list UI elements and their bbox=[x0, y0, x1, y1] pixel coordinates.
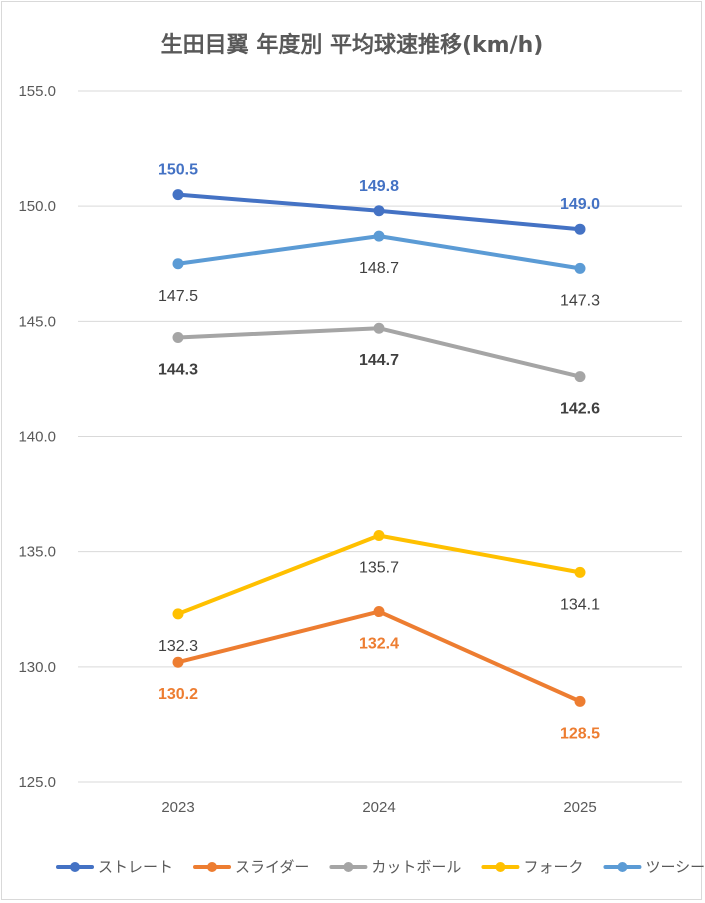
y-tick-label: 150.0 bbox=[18, 198, 56, 215]
data-label: 147.3 bbox=[560, 292, 600, 309]
legend-label: ストレート bbox=[98, 858, 173, 876]
data-label: 132.4 bbox=[359, 636, 399, 653]
x-tick-label: 2025 bbox=[563, 799, 596, 816]
y-tick-label: 135.0 bbox=[18, 544, 56, 561]
y-tick-label: 140.0 bbox=[18, 429, 56, 446]
data-label: 148.7 bbox=[359, 260, 399, 277]
x-tick-label: 2024 bbox=[362, 799, 395, 816]
series-line bbox=[176, 609, 582, 704]
legend-marker bbox=[207, 862, 218, 872]
data-point bbox=[574, 695, 586, 707]
legend-marker bbox=[343, 862, 354, 872]
data-point bbox=[172, 331, 184, 343]
data-point bbox=[373, 205, 385, 217]
legend-marker bbox=[495, 862, 506, 872]
data-point bbox=[574, 223, 586, 235]
data-point bbox=[172, 189, 184, 201]
y-tick-label: 125.0 bbox=[18, 774, 56, 791]
data-point bbox=[172, 656, 184, 668]
legend-marker bbox=[617, 862, 628, 872]
y-tick-label: 130.0 bbox=[18, 659, 56, 676]
legend-label: スライダー bbox=[235, 858, 309, 876]
data-label: 147.5 bbox=[158, 288, 198, 305]
data-label: 144.3 bbox=[158, 361, 198, 378]
legend-label: ツーシーム bbox=[645, 858, 705, 876]
legend: ストレート スライダー カットボール フォーク ツーシーム bbox=[56, 858, 705, 876]
data-label: 135.7 bbox=[359, 560, 399, 577]
data-label: 142.6 bbox=[560, 401, 600, 418]
data-point bbox=[172, 258, 184, 270]
y-axis: 125.0 130.0 135.0 140.0 145.0 150.0 155.0 bbox=[18, 83, 56, 791]
data-point bbox=[574, 566, 586, 578]
data-label: 149.0 bbox=[560, 196, 600, 213]
data-labels: 150.5 149.8 149.0 130.2 132.4 128.5 144.3 144.7… bbox=[158, 162, 600, 743]
data-point bbox=[574, 262, 586, 274]
y-tick-label: 155.0 bbox=[18, 83, 56, 100]
data-label: 150.5 bbox=[158, 162, 198, 179]
data-point bbox=[172, 608, 184, 620]
data-point bbox=[373, 530, 385, 542]
data-point bbox=[574, 371, 586, 383]
data-point bbox=[373, 230, 385, 242]
series-group bbox=[172, 189, 586, 707]
data-label: 130.2 bbox=[158, 686, 198, 703]
data-label: 134.1 bbox=[560, 596, 600, 613]
legend-label: フォーク bbox=[523, 858, 583, 876]
data-label: 128.5 bbox=[560, 725, 600, 742]
legend-marker bbox=[70, 862, 80, 872]
legend-label: カットボール bbox=[371, 858, 461, 876]
y-tick-label: 145.0 bbox=[18, 313, 56, 330]
chart-title: 生田目翼 年度別 平均球速推移(km/h) bbox=[161, 32, 544, 58]
data-point bbox=[373, 322, 385, 334]
x-tick-label: 2023 bbox=[161, 799, 194, 816]
data-label: 149.8 bbox=[359, 178, 399, 195]
data-point bbox=[373, 606, 385, 618]
x-axis: 2023 2024 2025 bbox=[161, 799, 596, 816]
data-label: 132.3 bbox=[158, 638, 198, 655]
data-label: 144.7 bbox=[359, 352, 399, 369]
